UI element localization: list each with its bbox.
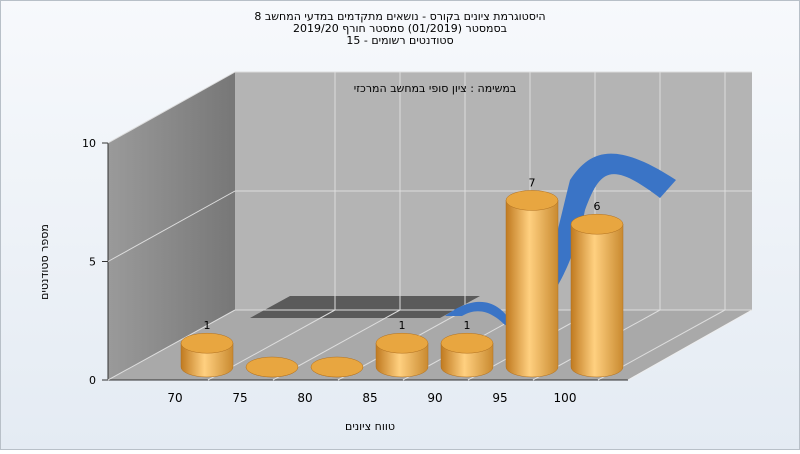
x-tick-label: 75 — [232, 391, 247, 405]
bar-top — [245, 356, 299, 378]
x-tick-label: 95 — [492, 391, 507, 405]
data-label: 7 — [529, 176, 536, 189]
distribution-curve — [445, 153, 676, 326]
data-label: 1 — [464, 319, 471, 332]
chart-title: היסטוגרמת ציונים בקורס - נושאים מתקדמים … — [254, 10, 545, 23]
grid-line — [107, 190, 236, 262]
y-tick-label: 5 — [89, 256, 96, 269]
x-tick-label: 90 — [427, 391, 442, 405]
y-tick-label: 10 — [82, 137, 96, 150]
data-label: 6 — [594, 200, 601, 213]
bar-top — [440, 332, 494, 354]
x-axis-label: טווח ציונים — [345, 420, 395, 433]
bar-top — [505, 190, 559, 211]
data-label: 1 — [204, 319, 211, 332]
chart-title: בסמסטר (01/2019) סמסטר חורף 2019/20 — [293, 22, 507, 35]
bar-top — [570, 213, 624, 235]
x-tick-label: 100 — [554, 391, 577, 405]
x-tick-label: 85 — [362, 391, 377, 405]
chart-title: סטודנטים רשומים - 15 — [346, 34, 453, 47]
bar-top — [375, 332, 429, 354]
chart-subtitle: במשימה : ציון סופי במחשב המרכזי — [354, 82, 517, 95]
x-tick-label: 80 — [297, 391, 312, 405]
floor-edge — [627, 309, 753, 381]
bar — [505, 200, 559, 378]
data-label: 1 — [399, 319, 406, 332]
grid-line — [107, 309, 236, 381]
y-tick-label: 0 — [89, 374, 96, 387]
curve-floor — [250, 296, 480, 318]
x-tick-label: 70 — [167, 391, 182, 405]
bar-top — [310, 356, 364, 378]
grid-line — [107, 71, 236, 144]
bar — [570, 223, 624, 378]
y-axis-label: מספר סטודנטים — [38, 224, 51, 300]
bar-top — [180, 332, 234, 354]
